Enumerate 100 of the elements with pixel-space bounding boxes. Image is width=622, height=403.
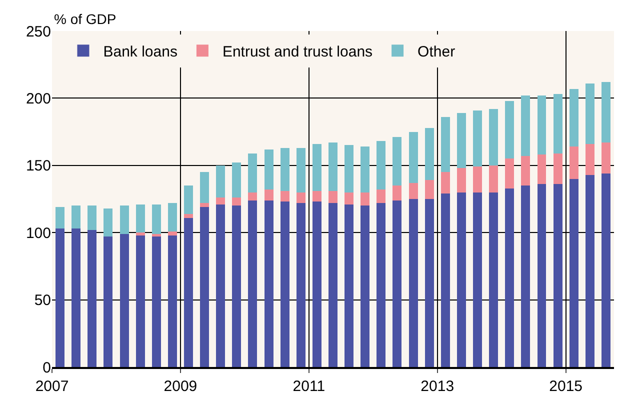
bar: [120, 234, 129, 367]
bar: [424, 180, 434, 199]
bar: [232, 162, 242, 198]
bar: [232, 206, 242, 367]
bar: [344, 192, 354, 204]
x-tick-label: 2015: [549, 378, 583, 395]
y-tick-label: 0: [42, 359, 51, 376]
y-tick-label: 150: [26, 158, 51, 175]
bar: [505, 188, 514, 367]
y-tick-label: 200: [26, 90, 51, 108]
bar: [72, 228, 81, 367]
bar: [521, 186, 530, 367]
bar: [312, 202, 322, 367]
bar: [344, 204, 354, 367]
bar: [296, 203, 306, 367]
bar: [585, 144, 594, 175]
bar: [569, 178, 578, 367]
bar: [152, 204, 161, 234]
bar: [296, 192, 306, 204]
bar: [168, 203, 177, 232]
bar: [440, 117, 450, 172]
bar: [104, 208, 113, 237]
bar: [537, 184, 546, 367]
bar: [601, 173, 610, 367]
bar: [601, 82, 610, 143]
bar: [184, 218, 193, 367]
legend-label: Entrust and trust loans: [222, 43, 373, 60]
bar: [136, 204, 145, 233]
bar: [88, 206, 97, 230]
bar: [168, 235, 177, 367]
bar: [553, 184, 562, 367]
bar: [232, 198, 242, 206]
bar: [88, 230, 97, 367]
bar: [585, 174, 594, 367]
bar: [280, 202, 290, 367]
bar: [585, 83, 594, 144]
bar: [505, 100, 514, 159]
bar: [136, 232, 145, 236]
bar: [569, 146, 578, 179]
bar: [328, 190, 338, 204]
legend-label: Other: [418, 43, 456, 60]
bar: [440, 172, 450, 194]
bar: [312, 190, 322, 202]
bar: [360, 146, 370, 192]
bar: [376, 190, 386, 204]
legend-label: Bank loans: [103, 43, 178, 60]
bar: [601, 142, 610, 174]
x-tick-label: 2007: [35, 378, 69, 395]
bar: [489, 108, 498, 166]
y-tick-label: 250: [26, 23, 51, 40]
bar: [456, 112, 466, 168]
bar: [152, 234, 161, 237]
bar: [473, 110, 482, 167]
bar: [392, 186, 402, 200]
y-tick-label: 100: [26, 224, 51, 242]
bar: [56, 207, 65, 229]
bar: [56, 228, 65, 367]
bar: [456, 192, 466, 367]
bar: [264, 149, 274, 190]
bar: [152, 236, 161, 367]
bar: [136, 235, 145, 367]
bar: [473, 192, 482, 367]
bar: [328, 203, 338, 367]
bar: [200, 207, 210, 367]
bar: [553, 94, 562, 154]
bar: [408, 199, 418, 367]
bar: [521, 96, 530, 156]
bar: [537, 154, 546, 184]
bar: [200, 172, 210, 204]
bar: [312, 144, 322, 191]
bar: [280, 148, 290, 191]
x-tick-label: 2013: [420, 378, 454, 395]
bar: [360, 206, 370, 367]
bar: [489, 165, 498, 192]
bar: [392, 137, 402, 186]
bar: [216, 165, 226, 198]
bar: [537, 96, 546, 155]
bar: [264, 190, 274, 200]
bar: [553, 153, 562, 184]
bar: [168, 231, 177, 236]
bar: [376, 203, 386, 367]
bar: [505, 158, 514, 188]
bar: [280, 190, 290, 202]
bar: [120, 206, 129, 234]
bar: [473, 166, 482, 192]
bar: [248, 192, 258, 200]
x-tick-label: 2009: [164, 378, 198, 395]
bar: [344, 145, 354, 192]
bar: [424, 128, 434, 180]
bar: [408, 132, 418, 183]
x-tick-label: 2011: [292, 378, 326, 395]
bar: [72, 206, 81, 229]
bar: [392, 200, 402, 367]
bar: [521, 156, 530, 186]
bar: [248, 153, 258, 192]
bar: [296, 148, 306, 192]
bar: [489, 192, 498, 367]
y-tick-label: 50: [34, 292, 51, 310]
bar: [104, 236, 113, 367]
bar: [376, 141, 386, 190]
